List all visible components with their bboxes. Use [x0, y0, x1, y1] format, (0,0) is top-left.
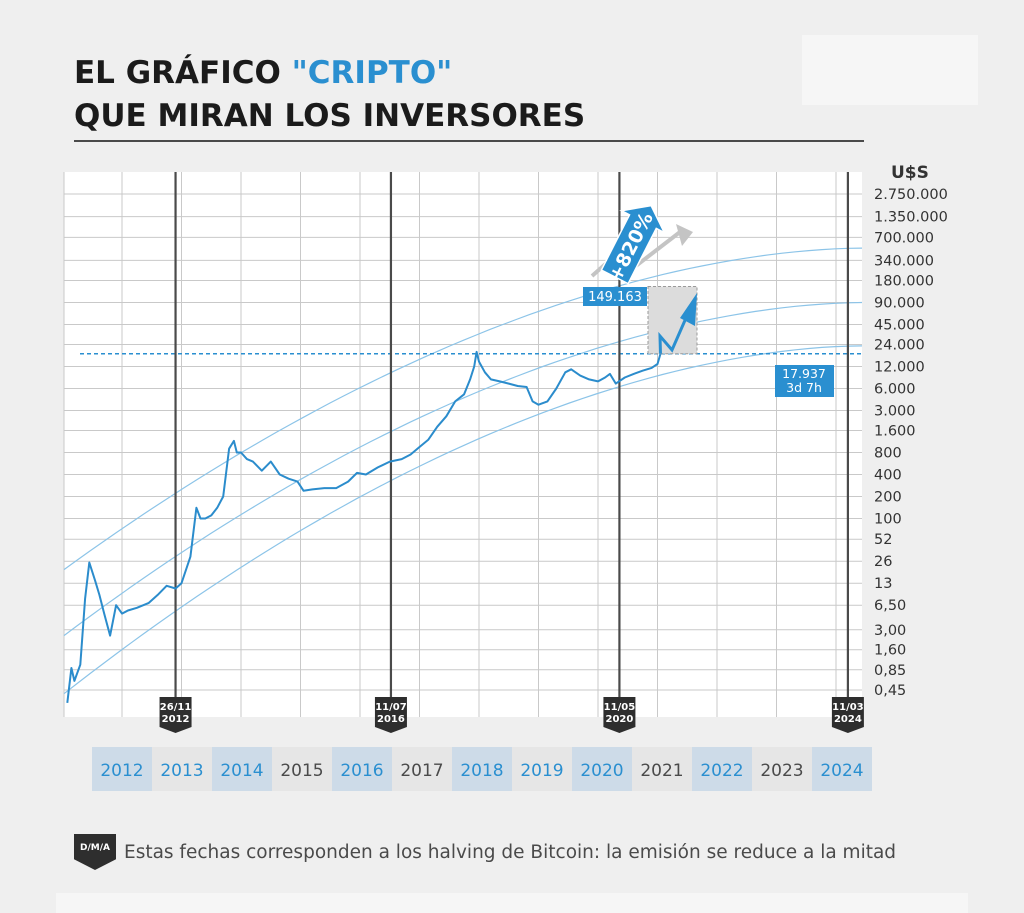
bottom-band	[56, 893, 968, 913]
x-tick-label: 2014	[220, 761, 263, 781]
y-tick-label: 1,60	[874, 643, 906, 659]
footnote-text: Estas fechas corresponden a los halving …	[124, 841, 897, 863]
halving-badge	[159, 697, 192, 733]
x-tick-label: 2013	[160, 761, 203, 781]
year-cell	[812, 747, 872, 791]
year-cell	[272, 747, 332, 791]
y-tick-label: 100	[874, 511, 902, 527]
y-tick-label: 6.000	[874, 382, 916, 398]
price-series-line	[66, 350, 662, 704]
y-tick-label: 26	[874, 554, 892, 570]
y-tick-label: 6,50	[874, 598, 906, 614]
y-tick-label: 2.750.000	[874, 187, 948, 203]
y-tick-label: 3.000	[874, 404, 916, 420]
y-tick-label: 800	[874, 445, 902, 461]
y-tick-label: 200	[874, 489, 902, 505]
title-line2: QUE MIRAN LOS INVERSORES	[74, 98, 586, 134]
reference-label-time: 3d 7h	[786, 380, 822, 395]
y-tick-label: 180.000	[874, 274, 934, 290]
year-cell	[152, 747, 212, 791]
halving-date: 11/03	[832, 702, 864, 713]
x-tick-label: 2015	[280, 761, 323, 781]
y-tick-label: 24.000	[874, 338, 925, 354]
x-tick-label: 2012	[100, 761, 143, 781]
year-cell	[512, 747, 572, 791]
growth-ghost-arrowhead	[676, 224, 693, 246]
halving-year: 2020	[605, 714, 633, 725]
y-tick-label: 13	[874, 576, 892, 592]
halving-year: 2016	[377, 714, 405, 725]
y-tick-label: 45.000	[874, 318, 925, 334]
year-cell	[92, 747, 152, 791]
band-upper	[63, 247, 863, 571]
halving-year: 2012	[162, 714, 190, 725]
halving-badge	[603, 697, 636, 733]
halving-date: 11/07	[375, 702, 407, 713]
x-tick-label: 2021	[640, 761, 683, 781]
logo-placeholder	[802, 35, 978, 105]
x-tick-label: 2022	[700, 761, 743, 781]
y-tick-label: 400	[874, 467, 902, 483]
x-tick-label: 2023	[760, 761, 803, 781]
y-tick-label: 340.000	[874, 253, 934, 269]
growth-arrow-shape	[600, 204, 666, 285]
year-cell	[692, 747, 752, 791]
y-tick-label: 90.000	[874, 296, 925, 312]
year-cell	[452, 747, 512, 791]
dma-logo: D/M/A	[74, 834, 116, 870]
year-cell	[632, 747, 692, 791]
x-tick-label: 2016	[340, 761, 383, 781]
halving-date: 11/05	[604, 702, 636, 713]
y-tick-label: 1.600	[874, 423, 916, 439]
y-tick-label: 1.350.000	[874, 210, 948, 226]
plot-area	[64, 172, 862, 717]
x-tick-label: 2019	[520, 761, 563, 781]
projection-label: 149.163	[588, 290, 642, 305]
y-tick-label: 3,00	[874, 623, 906, 639]
chart-title: EL GRÁFICO "CRIPTO" QUE MIRAN LOS INVERS…	[74, 52, 585, 138]
year-cell	[332, 747, 392, 791]
band-lower	[63, 345, 863, 695]
y-tick-label: 12.000	[874, 360, 925, 376]
y-tick-label: 0,45	[874, 683, 906, 699]
halving-year: 2024	[834, 714, 862, 725]
projection-arrow-line	[658, 317, 688, 354]
x-tick-label: 2020	[580, 761, 623, 781]
year-cell	[572, 747, 632, 791]
title-divider	[74, 140, 864, 142]
x-tick-label: 2024	[820, 761, 863, 781]
y-tick-label: 700.000	[874, 230, 934, 246]
title-line1: EL GRÁFICO "CRIPTO"	[74, 55, 452, 91]
projection-label-bg	[583, 287, 647, 306]
logo-text: D/M/A	[80, 843, 110, 853]
y-axis-label: U$S	[891, 163, 929, 183]
band-middle	[63, 301, 863, 637]
y-tick-label: 0,85	[874, 663, 906, 679]
footnote: D/M/A Estas fechas corresponden a los ha…	[74, 834, 896, 870]
projection-arrowhead	[680, 293, 697, 326]
title-prefix: EL GRÁFICO	[74, 55, 292, 91]
year-cell	[752, 747, 812, 791]
halving-badge	[831, 697, 864, 733]
year-cell	[392, 747, 452, 791]
halving-date: 26/11	[160, 702, 192, 713]
y-tick-label: 52	[874, 532, 892, 548]
title-highlight: "CRIPTO"	[291, 55, 453, 91]
x-tick-label: 2018	[460, 761, 503, 781]
year-cell	[212, 747, 272, 791]
x-tick-label: 2017	[400, 761, 443, 781]
reference-label-bg	[775, 365, 834, 397]
halving-badge	[374, 697, 407, 733]
reference-label-value: 17.937	[782, 366, 826, 381]
